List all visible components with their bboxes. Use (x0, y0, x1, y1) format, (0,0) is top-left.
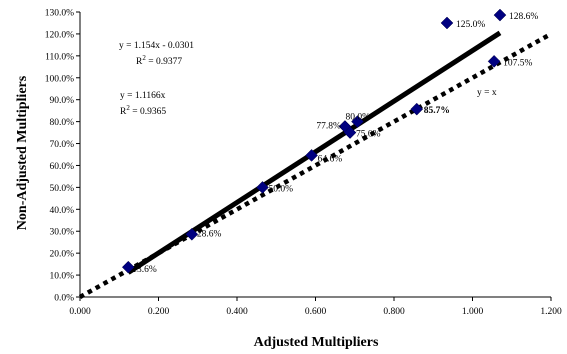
r-squared-annotation-1: R2 = 0.9377 (136, 54, 182, 67)
x-tick-label: 0.000 (69, 307, 91, 317)
data-point-label: 75.0% (356, 130, 381, 140)
identity-line (78, 31, 553, 299)
equation-annotation-2: y = 1.1166x (120, 91, 166, 101)
data-point-label: 125.0% (456, 20, 485, 30)
data-point-marker (493, 8, 507, 22)
x-tick-label: 0.400 (226, 307, 248, 317)
x-axis-title: Adjusted Multipliers (254, 335, 379, 350)
x-tick-label: 0.800 (383, 307, 405, 317)
equation-annotation-1: y = 1.154x - 0.0301 (119, 41, 194, 51)
x-tick-label: 0.600 (305, 307, 327, 317)
y-tick-label: 60.0% (49, 162, 74, 172)
data-point-label: 80.0% (345, 113, 370, 123)
data-point-label: 28.6% (197, 229, 222, 239)
y-tick-label: 80.0% (49, 118, 74, 128)
data-point-marker (305, 149, 318, 162)
y-axis-title: Non-Adjusted Multipliers (15, 75, 30, 230)
y-tick-label: 100.0% (45, 74, 74, 84)
y-tick-label: 40.0% (49, 206, 74, 216)
data-point-marker (410, 102, 424, 116)
r-squared-sup-2: 2 (126, 104, 130, 112)
axes-layer: 0.0% 10.0% 20.0% 30.0% 40.0% 50.0% 60.0% 70.0% 8… (45, 9, 562, 318)
data-point-label: 13.6% (132, 265, 157, 275)
data-point-label: 85.7% (424, 106, 450, 116)
data-point-label: 64.6% (318, 154, 343, 164)
y-tick-label: 0.0% (54, 294, 74, 304)
y-tick-label: 50.0% (49, 184, 74, 194)
data-point-marker (487, 54, 501, 68)
r-squared-sup-1: 2 (142, 54, 146, 62)
data-point-marker (440, 16, 454, 30)
r-squared-value-2: = 0.9365 (130, 107, 166, 117)
y-tick-label: 120.0% (45, 30, 74, 40)
y-tick-label: 110.0% (45, 52, 74, 62)
data-point-marker (351, 115, 364, 128)
identity-line-annotation: y = x (477, 88, 497, 98)
x-tick-label: 0.200 (148, 307, 170, 317)
y-tick-label: 70.0% (49, 140, 74, 150)
lines-layer (78, 30, 553, 299)
y-tick-label: 130.0% (45, 9, 74, 19)
y-tick-label: 20.0% (49, 250, 74, 260)
r-squared-annotation-2: R2 = 0.9365 (120, 104, 166, 117)
data-point-label: 77.8% (316, 121, 341, 131)
r-squared-base-1: R (136, 57, 143, 67)
data-point-marker (256, 181, 269, 194)
data-point-marker (343, 126, 357, 139)
x-tick-label: 1.200 (540, 307, 562, 317)
r-squared-base-2: R (120, 107, 127, 117)
points-layer (121, 8, 507, 274)
labels-layer: 13.6% 28.6% 50.0% 64.6% 77.8% 75.0% 80.0% 85.7%… (132, 12, 538, 275)
data-point-label: 107.5% (503, 58, 532, 68)
y-tick-label: 10.0% (49, 272, 74, 282)
y-tick-label: 30.0% (49, 228, 74, 238)
y-tick-label: 90.0% (49, 96, 74, 106)
data-point-marker (185, 227, 199, 241)
x-tick-label: 1.000 (462, 307, 484, 317)
r-squared-value-1: = 0.9377 (146, 57, 182, 67)
data-point-marker (121, 260, 135, 274)
data-point-label: 50.0% (269, 184, 294, 194)
data-point-label: 128.6% (509, 12, 538, 22)
